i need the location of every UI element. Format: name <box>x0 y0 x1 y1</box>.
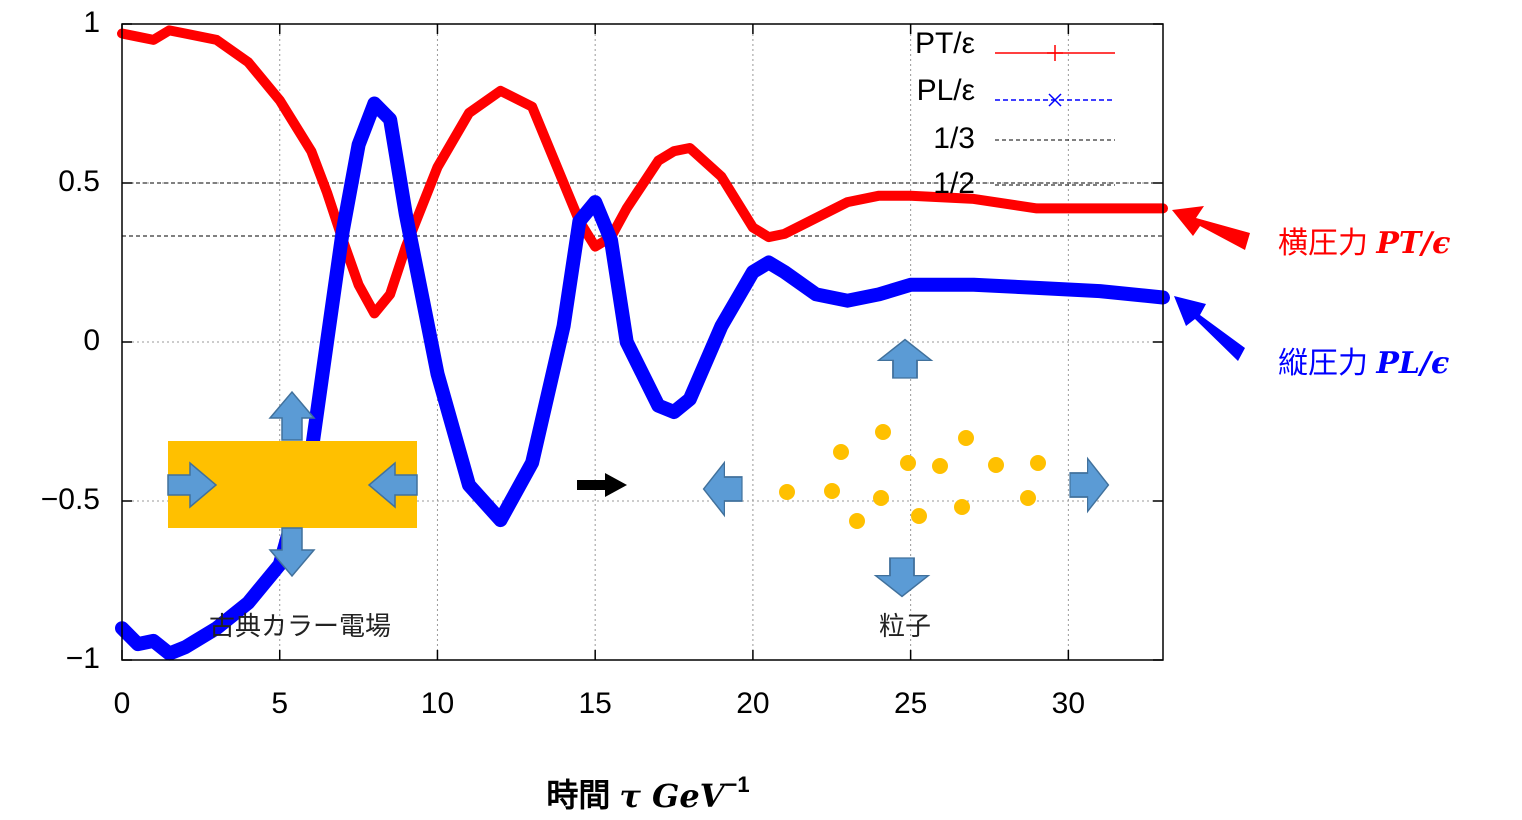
arrow-head <box>605 473 627 497</box>
x-tick-label: 20 <box>736 687 769 720</box>
legend-label: PT/ε <box>915 27 975 60</box>
arrow-up <box>879 340 932 378</box>
pointer-arrow <box>1172 206 1250 250</box>
annotation-label: 粒子 <box>879 611 931 641</box>
annotation-label: 古典カラー電場 <box>209 611 391 641</box>
x-tick-label: 30 <box>1052 687 1085 720</box>
legend-label: 1/2 <box>933 167 975 200</box>
x-tick-label: 5 <box>271 687 288 720</box>
series-line <box>122 30 1163 313</box>
x-tick-label: 0 <box>114 687 131 720</box>
legend-marker <box>1047 45 1063 61</box>
y-tick-label: −0.5 <box>41 483 100 516</box>
y-tick-label: 0.5 <box>58 165 100 198</box>
x-tick-label: 10 <box>421 687 454 720</box>
pointer-arrow <box>1174 296 1245 361</box>
chart: −1−0.500.51051015202530PT/εPL/ε1/31/2 横圧… <box>0 0 1522 815</box>
legend-label: PL/ε <box>917 74 975 107</box>
y-tick-label: 0 <box>83 324 100 357</box>
y-tick-label: 1 <box>83 6 100 39</box>
arrow-out <box>1070 459 1108 512</box>
diagram-overlay <box>168 206 1250 596</box>
x-tick-label: 15 <box>578 687 611 720</box>
particles <box>779 424 1046 529</box>
x-tick-label: 25 <box>894 687 927 720</box>
arrow-down <box>876 558 929 596</box>
arrow-out <box>704 463 742 516</box>
annotation-label: 横圧力 PT/ϵ <box>1278 226 1450 261</box>
arrow-body <box>577 480 607 490</box>
annotation-label: 縦圧力 PL/ϵ <box>1278 346 1449 381</box>
x-axis-label: 時間 τ GeV−1 <box>546 772 749 815</box>
y-tick-label: −1 <box>66 642 100 675</box>
legend-label: 1/3 <box>933 122 975 155</box>
